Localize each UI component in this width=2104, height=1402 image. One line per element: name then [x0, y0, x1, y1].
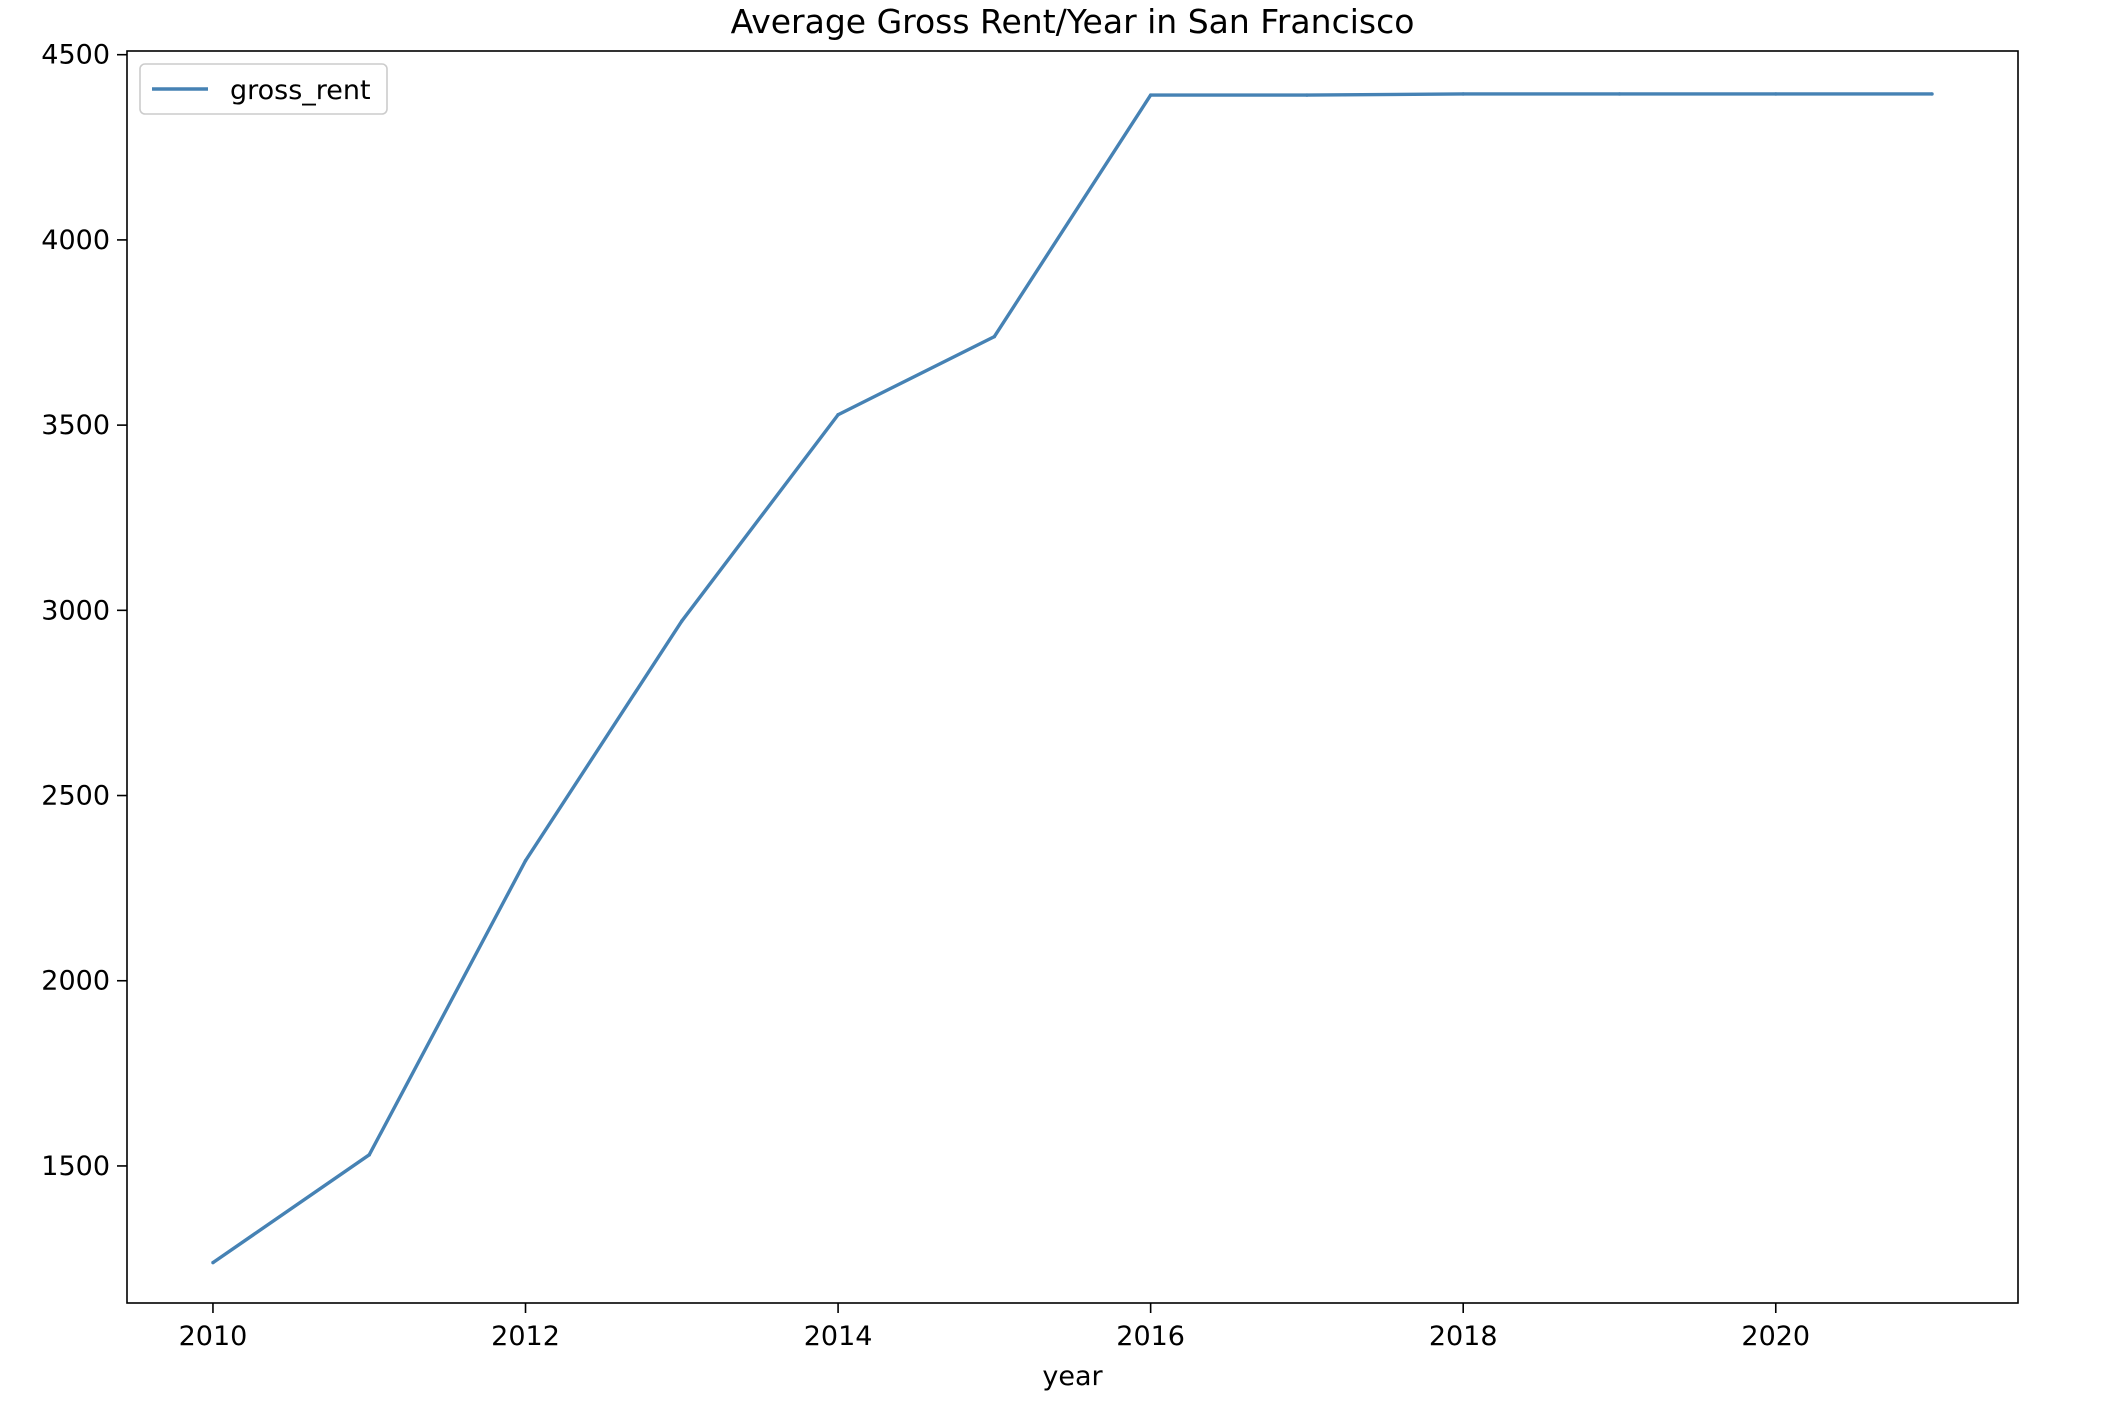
data-point	[1305, 93, 1309, 97]
y-tick-label: 1500	[41, 1151, 110, 1182]
y-tick-label: 3000	[41, 595, 110, 626]
x-tick-label: 2016	[1116, 1321, 1185, 1352]
plot-area-frame	[126, 50, 2019, 1304]
y-tick-label: 3500	[41, 410, 110, 441]
x-tick-label: 2014	[804, 1321, 873, 1352]
x-axis-label: year	[1042, 1361, 1103, 1392]
legend-box	[139, 63, 388, 115]
data-point	[1148, 93, 1153, 97]
data-point	[367, 1153, 371, 1157]
data-point	[1774, 92, 1778, 96]
legend-label: gross_rent	[230, 75, 371, 106]
y-tick-label: 2000	[41, 966, 110, 997]
data-point	[1617, 92, 1622, 96]
y-tick-label: 4500	[41, 40, 110, 71]
legend: gross_rent	[139, 63, 388, 115]
x-tick-label: 2018	[1429, 1321, 1498, 1352]
chart-title: Average Gross Rent/Year in San Francisco	[731, 2, 1415, 41]
data-point	[1930, 92, 1934, 96]
data-point	[1461, 92, 1465, 96]
data-point	[992, 334, 997, 339]
x-tick-label: 2012	[491, 1321, 560, 1352]
series-layer	[211, 92, 1934, 1265]
y-axis: 1500 2000 2500 3000 3500 4000 4500	[41, 40, 127, 1182]
data-point	[680, 619, 684, 623]
series-line-gross_rent	[211, 92, 1933, 1265]
x-tick-label: 2010	[179, 1321, 248, 1352]
y-tick-label: 2500	[41, 781, 110, 812]
x-tick-label: 2020	[1741, 1321, 1810, 1352]
y-tick-label: 4000	[41, 225, 110, 256]
x-axis: 2010 2012 2014 2016 2018 2020	[179, 1303, 1810, 1352]
data-point	[836, 413, 840, 417]
data-point	[211, 1260, 215, 1265]
data-point	[523, 859, 528, 863]
